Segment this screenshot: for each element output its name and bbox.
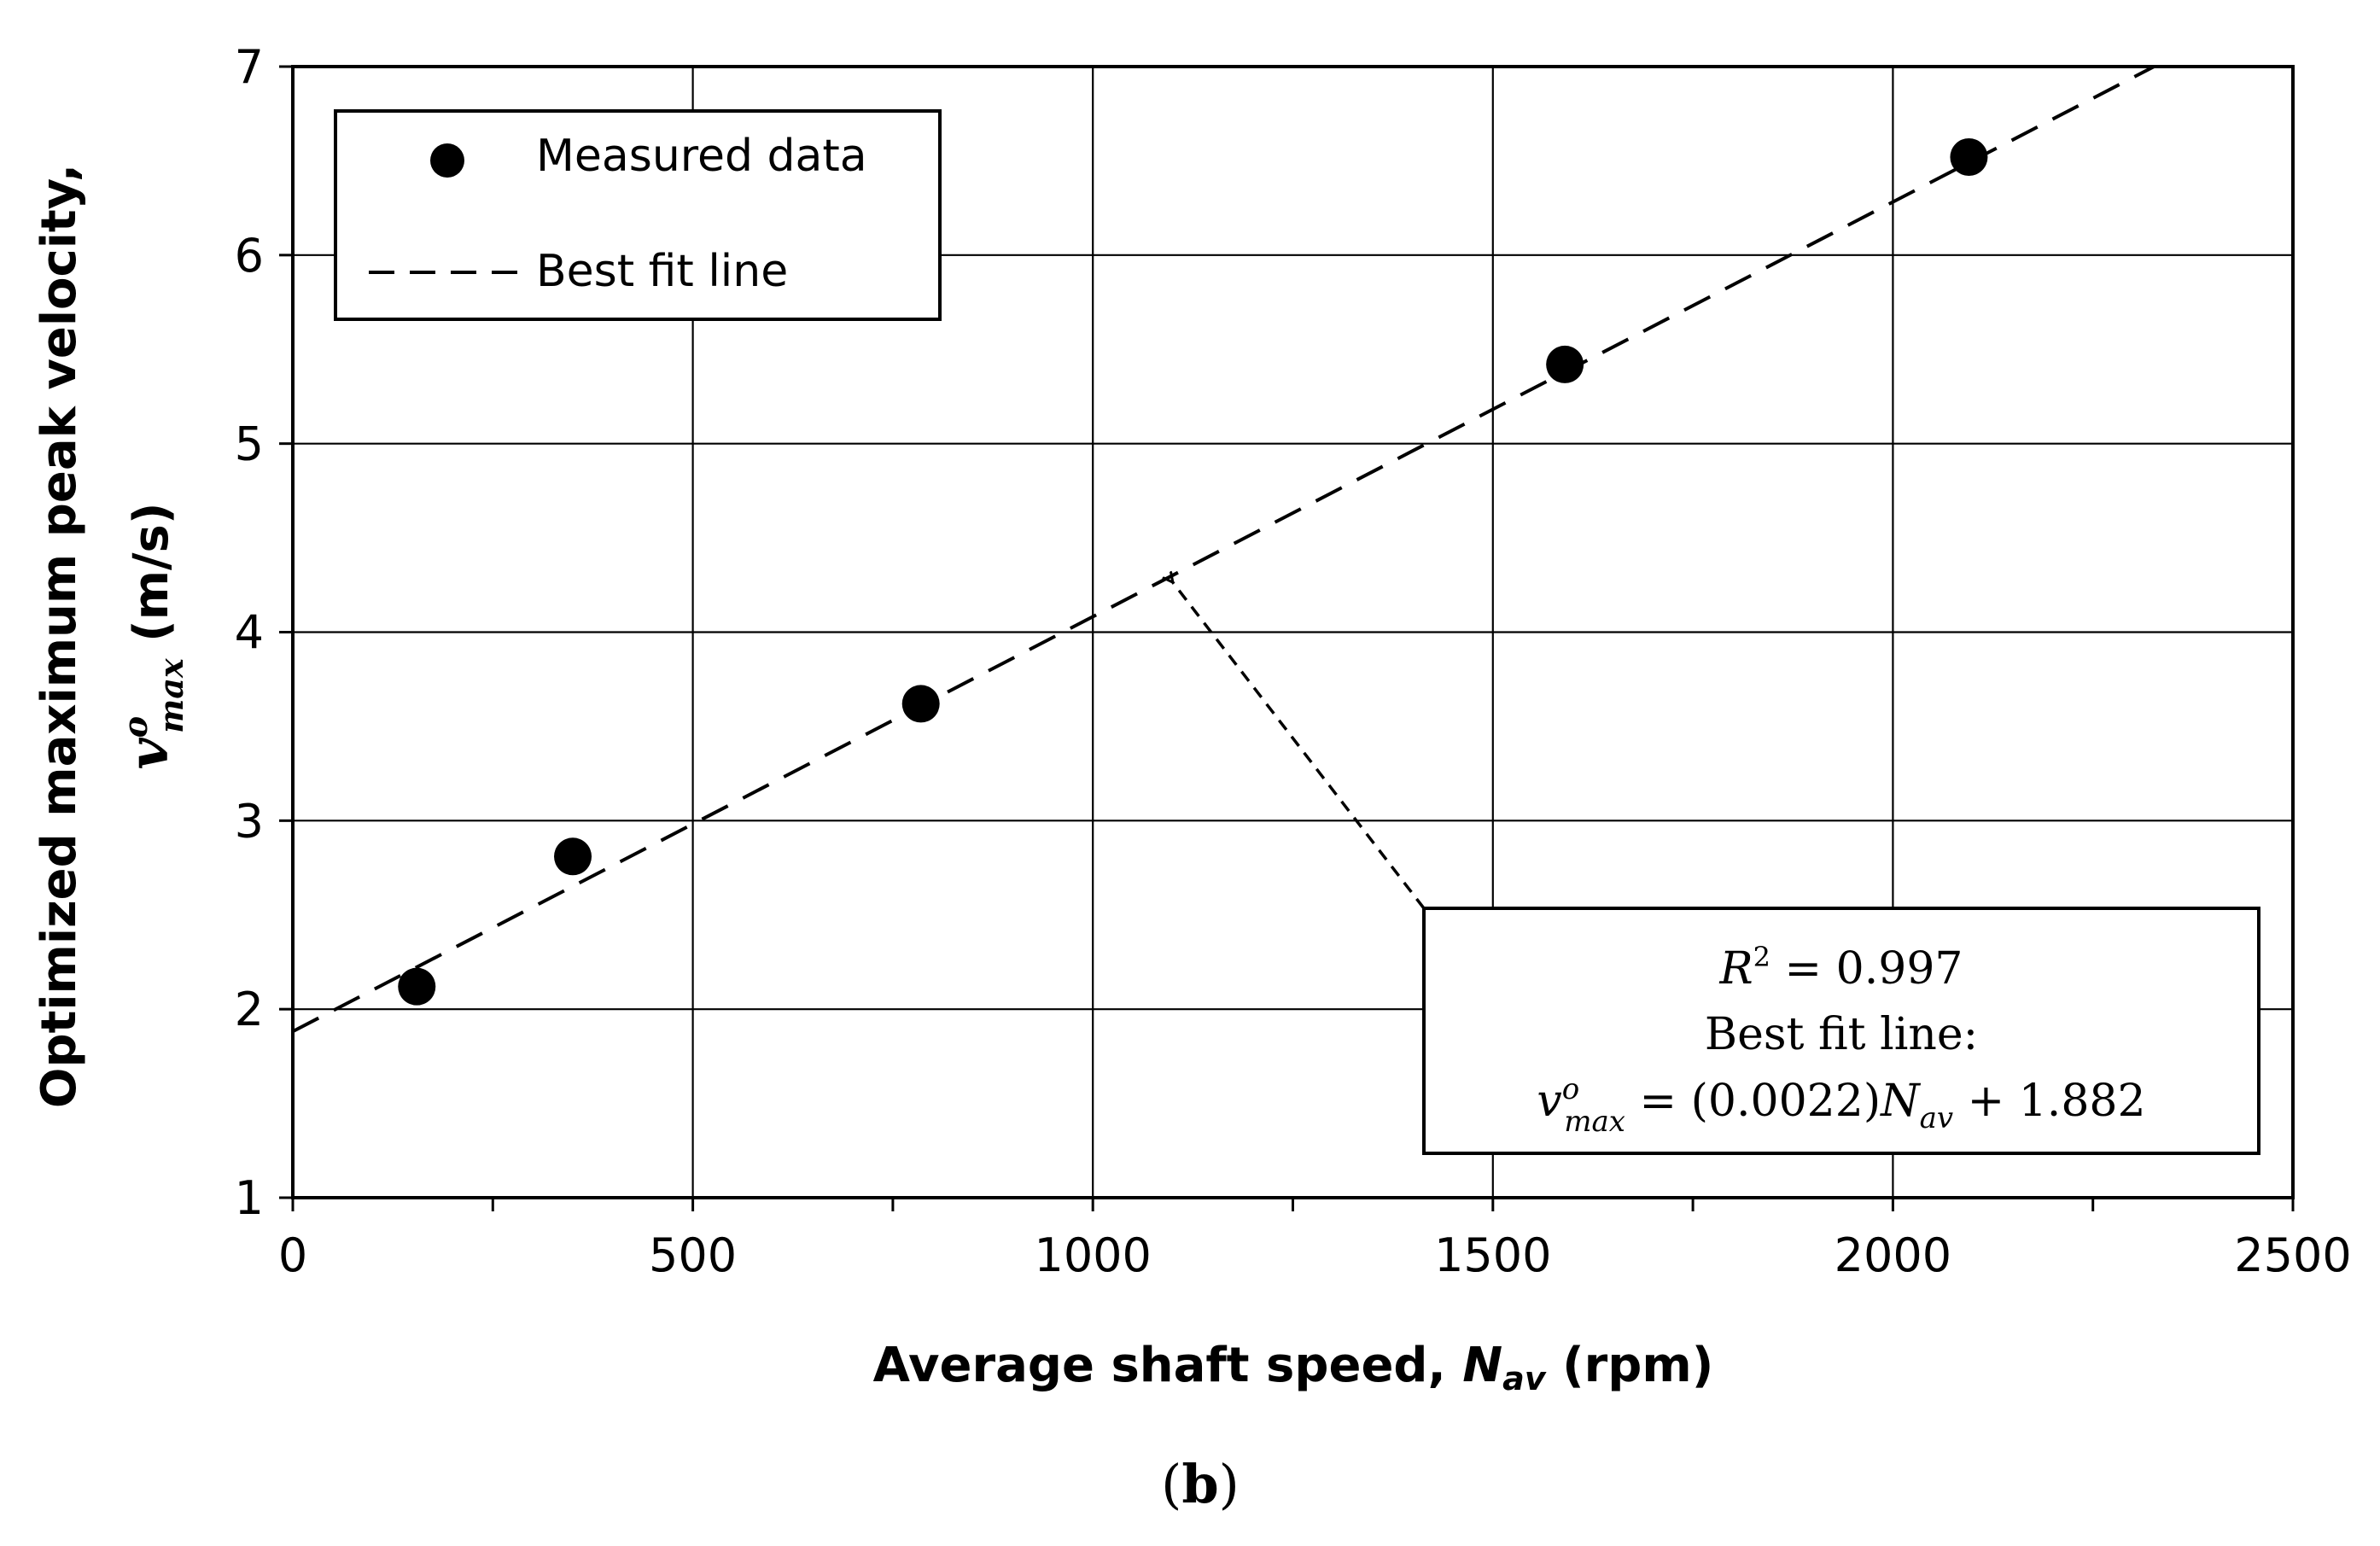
x-tick-label: 2000 xyxy=(1835,1228,1951,1282)
y-tick-label: 3 xyxy=(235,794,264,848)
legend-box xyxy=(334,109,942,321)
y-tick-label: 7 xyxy=(235,40,264,94)
annotation-box xyxy=(1422,907,2260,1155)
data-points xyxy=(398,138,1988,1006)
x-axis-title: Average shaft speed, Nav (rpm) xyxy=(873,1338,1714,1397)
y-tick-label: 4 xyxy=(235,606,264,660)
x-tick-labels: 0 500 1000 1500 2000 2500 xyxy=(278,1228,2352,1282)
x-tick-label: 500 xyxy=(649,1228,737,1282)
data-point xyxy=(901,685,940,723)
y-tick-label: 2 xyxy=(235,983,264,1036)
annotation-equation: vo max = (0.0022)Nav + 1.882 xyxy=(1537,1072,2145,1139)
legend-label-bestfit: Best fit line xyxy=(536,246,788,297)
x-tick-label: 1500 xyxy=(1434,1228,1551,1282)
annotation-arrow xyxy=(1173,582,1426,910)
panel-label: (b) xyxy=(1161,1453,1240,1515)
legend-label-measured: Measured data xyxy=(536,131,867,182)
y-tick-label: 1 xyxy=(235,1171,264,1225)
data-point xyxy=(398,967,436,1006)
legend-marker-measured xyxy=(430,143,464,178)
data-point xyxy=(1546,345,1584,383)
y-tick-labels: 1 2 3 4 5 6 7 xyxy=(235,40,264,1225)
x-tick-label: 2500 xyxy=(2234,1228,2351,1282)
data-point xyxy=(554,837,592,876)
y-tick-label: 5 xyxy=(235,417,264,471)
y-axis-title: Optimized maximum peak velocity, vomax (… xyxy=(32,164,190,1108)
x-tick-label: 1000 xyxy=(1034,1228,1151,1282)
y-axis-title-line1: Optimized maximum peak velocity, xyxy=(32,164,87,1108)
axis-ticks xyxy=(279,65,2295,1211)
y-axis-title-line2: vomax (m/s) xyxy=(116,503,190,770)
annotation-fit-label: Best fit line: xyxy=(1705,1009,1978,1060)
grid xyxy=(293,67,2293,1198)
plot-frame xyxy=(291,65,2295,1199)
x-tick-label: 0 xyxy=(278,1228,307,1282)
best-fit-line-layer xyxy=(293,67,2158,1034)
data-point xyxy=(1950,138,1988,176)
legend: Measured data Best fit line xyxy=(334,109,942,321)
y-tick-label: 6 xyxy=(235,229,264,283)
annotation-r2: R2 = 0.997 xyxy=(1718,941,1963,995)
fit-annotation: R2 = 0.997 Best fit line: vo max = (0.002… xyxy=(1173,582,2260,1155)
best-fit-line xyxy=(293,67,2158,1034)
